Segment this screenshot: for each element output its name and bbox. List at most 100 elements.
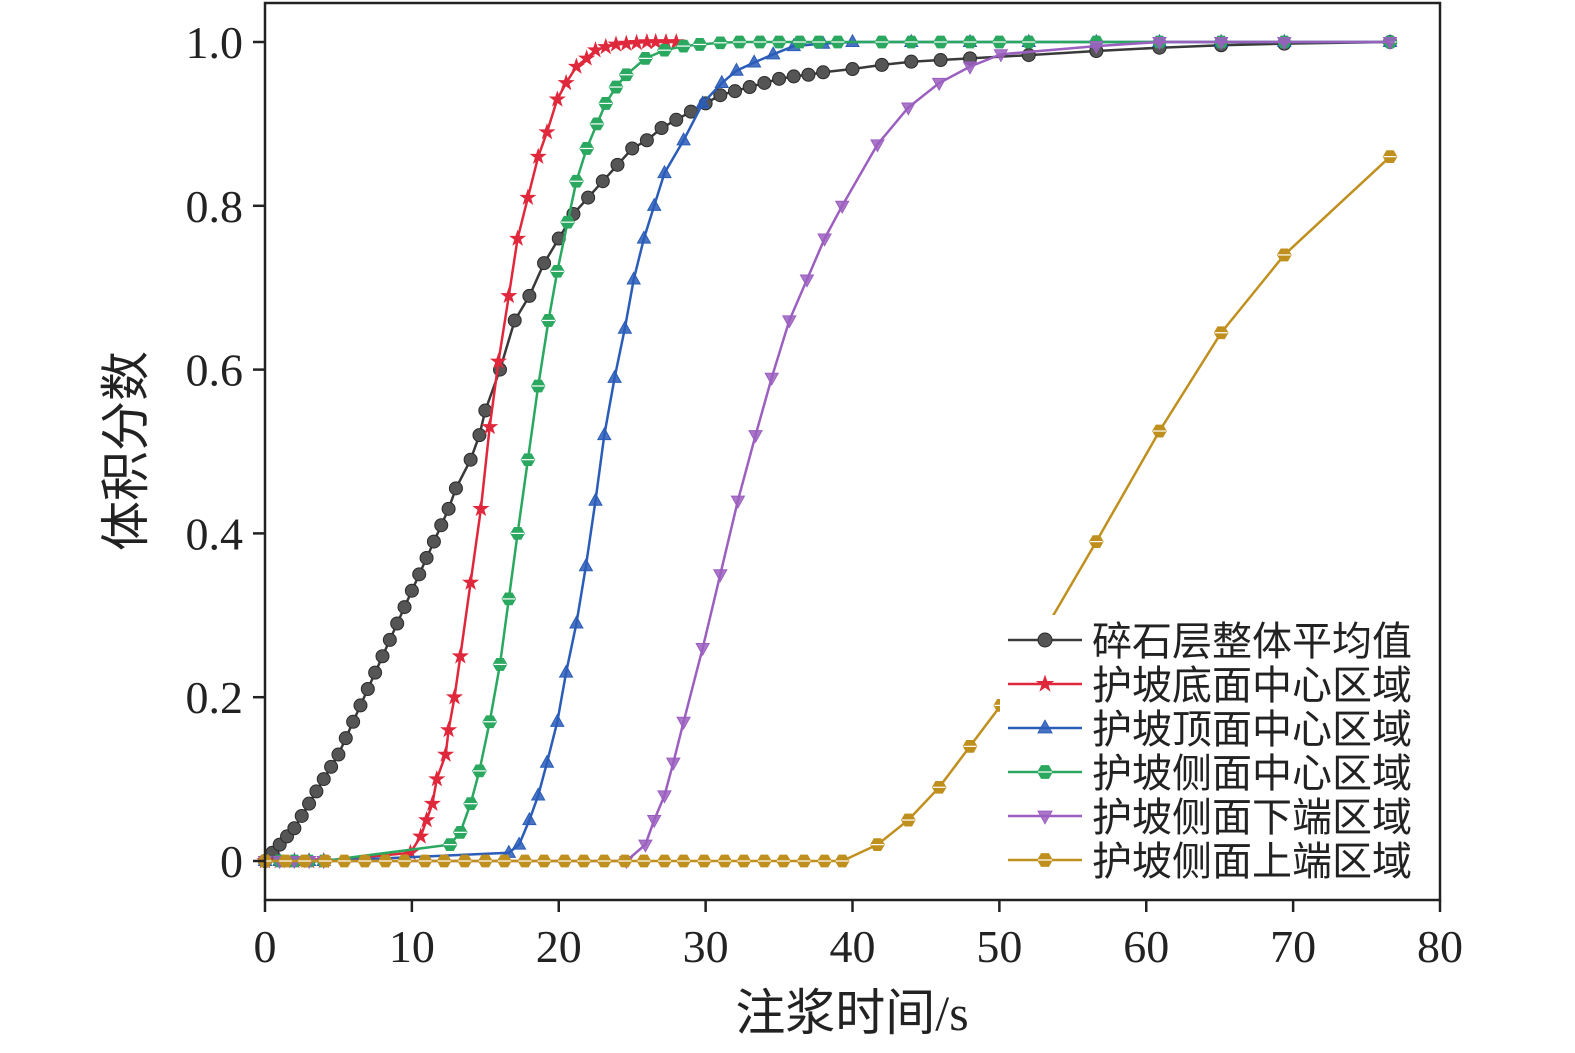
data-point [412,567,427,582]
data-point [714,74,730,88]
y-tick-label: 1.0 [186,17,244,68]
x-tick-label: 30 [683,921,729,972]
data-point [746,54,762,68]
data-point [638,839,653,853]
data-point [489,352,508,369]
data-point [586,41,605,58]
data-point [382,632,397,647]
data-point [316,772,331,787]
data-point [1035,674,1055,692]
data-point [530,787,546,801]
y-tick-label: 0.4 [186,508,244,559]
data-point [569,615,584,629]
data-point [669,112,684,127]
y-tick-label: 0.2 [186,672,244,723]
data-point [448,481,463,496]
legend-item: 碎石层整体平均值 [1008,619,1412,664]
data-point [509,229,527,246]
legend-label: 碎石层整体平均值 [1092,619,1412,664]
data-point [933,53,948,68]
data-point [472,499,490,517]
data-point [625,141,640,156]
data-point [419,550,434,565]
data-point [324,759,339,774]
data-point [801,67,816,82]
series-line [265,40,1391,863]
data-point [931,77,947,92]
legend-item: 护坡顶面中心区域 [1008,707,1412,752]
data-point [500,286,518,304]
x-tick-label: 50 [976,921,1022,972]
legend-item: 护坡底面中心区域 [1008,663,1412,708]
data-point [900,102,916,116]
x-tick-label: 70 [1270,921,1316,972]
data-point [353,698,368,713]
series-5 [257,150,1398,868]
data-point [962,61,978,75]
x-tick-label: 0 [254,921,277,972]
data-point [375,649,390,664]
x-axis-label: 注浆时间/s [735,985,968,1041]
data-point [845,33,860,48]
data-point [529,147,547,164]
data-point [440,720,458,738]
series-0 [258,35,1398,868]
data-point [1213,36,1229,51]
data-point [1037,810,1053,825]
data-point [729,62,744,76]
x-tick-label: 80 [1417,921,1463,972]
data-point [428,770,446,787]
data-point [657,790,672,804]
data-point [874,57,889,72]
data-point [397,600,412,615]
data-point [993,49,1009,63]
data-point [548,90,566,107]
data-point [445,688,464,705]
data-point [294,808,309,823]
data-point [834,200,850,214]
data-point [665,757,681,771]
data-point [581,190,596,205]
data-point [617,34,635,51]
y-tick-label: 0.8 [186,181,244,232]
data-point [695,643,711,657]
data-point [418,811,436,828]
data-point [639,133,654,148]
data-point [1037,719,1053,734]
legend-label: 护坡顶面中心区域 [1092,707,1412,752]
x-tick-label: 60 [1123,921,1169,972]
data-point [764,372,780,386]
data-point [338,731,353,746]
data-point [538,123,556,140]
data-point [757,75,772,90]
data-point [654,120,669,135]
data-point [522,811,537,826]
data-point [607,35,625,52]
legend-label: 护坡侧面下端区域 [1092,795,1412,840]
plot-series [256,32,1398,870]
data-point [331,747,346,762]
data-point [646,815,662,829]
y-axis-label: 体积分数 [98,351,154,551]
data-point [522,288,537,303]
data-point [287,821,302,836]
data-point [845,62,860,77]
y-tick-label: 0 [220,836,243,887]
data-point [607,369,622,383]
data-point [412,827,430,844]
data-point [346,714,361,729]
series-line [265,155,1391,863]
data-point [730,495,746,509]
data-point [519,188,537,205]
data-point [713,88,728,103]
data-point [786,69,801,84]
data-point [728,84,742,99]
data-point [799,274,815,288]
x-tick-label: 20 [536,921,582,972]
data-point [695,95,711,109]
data-point [461,573,480,590]
legend-item: 护坡侧面中心区域 [1008,751,1412,796]
legend-background [1000,615,1430,885]
data-point [646,197,662,211]
data-point [360,682,375,697]
